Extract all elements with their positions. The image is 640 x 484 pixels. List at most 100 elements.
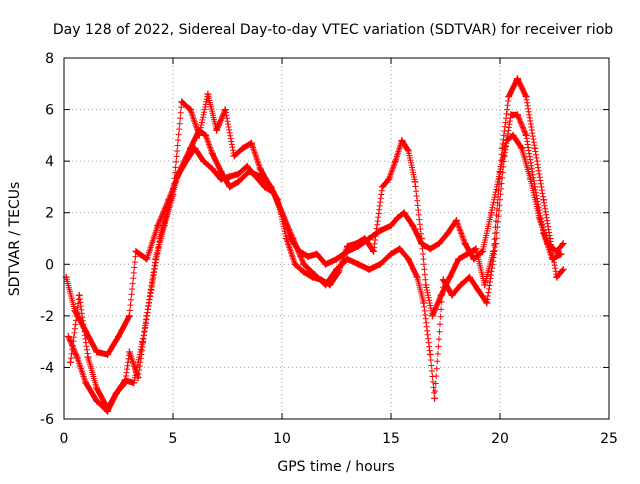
- data-point: [370, 247, 378, 255]
- data-point: [143, 255, 151, 263]
- data-point: [335, 268, 343, 276]
- data-point: [200, 157, 208, 165]
- data-point: [513, 75, 521, 83]
- series-connector-markers: [67, 75, 566, 412]
- data-point: [265, 180, 273, 188]
- data-point: [420, 299, 428, 307]
- data-point: [93, 348, 101, 356]
- data-point: [134, 374, 142, 382]
- x-tick-label: 20: [491, 431, 509, 447]
- data-point: [221, 106, 229, 114]
- data-point: [394, 214, 402, 222]
- data-point: [437, 291, 445, 299]
- data-point: [444, 229, 452, 237]
- data-point: [354, 260, 362, 268]
- y-tick-label: -4: [40, 360, 54, 376]
- data-point: [169, 191, 177, 199]
- data-point: [217, 167, 225, 175]
- data-point: [322, 260, 330, 268]
- x-axis-label: GPS time / hours: [277, 459, 394, 475]
- data-point: [396, 245, 404, 253]
- data-point: [125, 348, 133, 356]
- data-point: [474, 286, 482, 294]
- data-point: [152, 255, 160, 263]
- y-tick-label: -6: [40, 412, 54, 428]
- data-point: [387, 250, 395, 258]
- data-point: [498, 144, 506, 152]
- data-point: [234, 178, 242, 186]
- y-tick-label: 4: [45, 154, 54, 170]
- data-point: [93, 384, 101, 392]
- series-layer: [62, 75, 567, 415]
- data-point: [64, 332, 72, 340]
- data-point: [115, 332, 122, 340]
- data-point: [461, 240, 469, 248]
- x-tick-label: 25: [600, 431, 618, 447]
- data-point: [291, 260, 299, 268]
- data-point: [452, 216, 460, 224]
- data-point: [398, 137, 406, 145]
- data-point: [559, 240, 567, 248]
- data-point: [553, 273, 561, 281]
- data-point: [439, 276, 447, 284]
- data-point: [230, 152, 238, 160]
- axis-ticks: 0 5 10 15 20 25 -6 -4 -2 0 2 4 6 8: [40, 51, 618, 447]
- data-point: [104, 405, 112, 413]
- data-point: [202, 131, 210, 139]
- data-point: [300, 260, 308, 268]
- y-axis-label: SDTVAR / TECUs: [7, 182, 23, 297]
- data-point: [217, 175, 225, 183]
- data-point: [182, 157, 190, 165]
- data-point: [378, 183, 386, 191]
- data-point: [435, 240, 443, 248]
- data-point: [479, 247, 487, 255]
- data-point: [540, 196, 548, 204]
- data-point: [160, 222, 168, 230]
- data-point: [132, 247, 140, 255]
- x-tick-label: 5: [169, 431, 178, 447]
- data-point: [309, 273, 317, 281]
- data-point: [507, 111, 515, 119]
- series-track-3: [67, 75, 567, 413]
- data-point: [195, 131, 203, 139]
- y-tick-label: 6: [45, 103, 54, 119]
- data-point: [559, 265, 567, 273]
- data-point: [75, 291, 83, 299]
- data-point: [522, 93, 530, 101]
- data-point: [84, 353, 92, 361]
- data-point: [125, 312, 133, 320]
- data-point: [361, 235, 369, 242]
- series-connector-markers: [63, 127, 566, 358]
- data-point: [104, 351, 112, 359]
- data-point: [463, 250, 471, 258]
- data-point: [431, 394, 439, 402]
- data-point: [455, 255, 463, 263]
- y-tick-label: -2: [40, 309, 54, 325]
- data-point: [413, 273, 421, 281]
- data-point: [282, 235, 290, 242]
- data-point: [247, 139, 255, 147]
- data-point: [428, 312, 436, 320]
- data-point: [274, 196, 282, 204]
- y-tick-label: 0: [45, 257, 54, 273]
- data-point: [483, 299, 491, 307]
- data-point: [426, 351, 434, 359]
- data-point: [343, 255, 351, 263]
- chart-title: Day 128 of 2022, Sidereal Day-to-day VTE…: [53, 22, 613, 38]
- data-point: [191, 144, 199, 152]
- data-point: [143, 312, 151, 320]
- data-point: [522, 131, 530, 139]
- data-point: [317, 276, 325, 284]
- data-point: [154, 222, 162, 230]
- data-point: [540, 229, 548, 237]
- data-point: [446, 273, 454, 281]
- data-point: [208, 165, 216, 173]
- data-point: [352, 240, 360, 248]
- data-point: [343, 242, 351, 250]
- data-point: [178, 98, 186, 106]
- grid: [64, 58, 609, 419]
- data-point: [186, 106, 194, 114]
- data-point: [426, 245, 434, 253]
